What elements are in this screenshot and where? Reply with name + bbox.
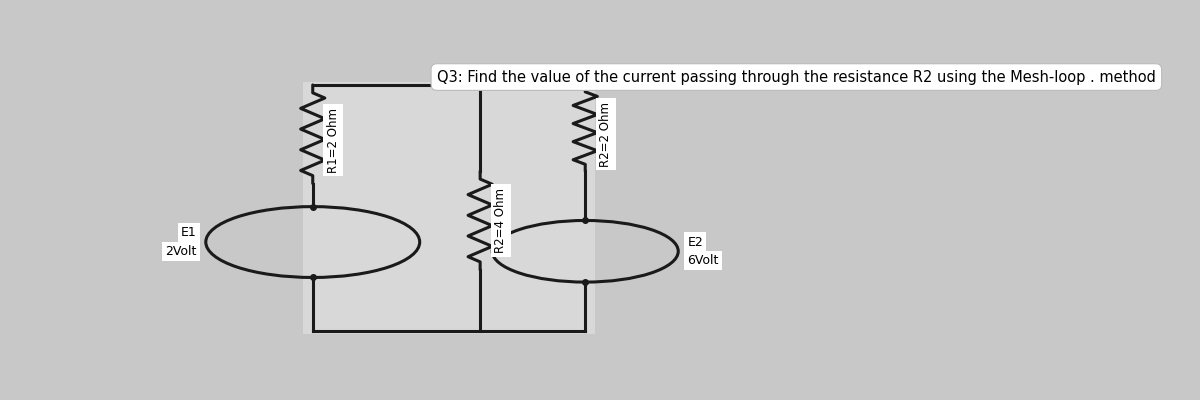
- Text: R1=2 Ohm: R1=2 Ohm: [326, 108, 340, 173]
- Text: 6Volt: 6Volt: [688, 254, 719, 267]
- Text: E2: E2: [688, 236, 703, 248]
- Text: R2=2 Ohm: R2=2 Ohm: [599, 102, 612, 167]
- Text: R2=4 Ohm: R2=4 Ohm: [494, 188, 508, 253]
- Text: Q3: Find the value of the current passing through the resistance R2 using the Me: Q3: Find the value of the current passin…: [437, 70, 1156, 84]
- FancyBboxPatch shape: [304, 82, 594, 334]
- Text: E1: E1: [181, 226, 197, 239]
- Text: 2Volt: 2Volt: [166, 245, 197, 258]
